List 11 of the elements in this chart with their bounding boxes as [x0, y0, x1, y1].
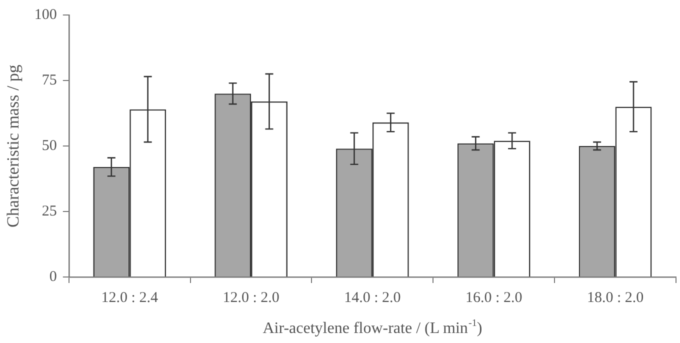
x-tick-label: 16.0 : 2.0	[466, 290, 522, 306]
x-tick-label: 18.0 : 2.0	[586, 290, 644, 306]
y-tick-label: 25	[42, 203, 57, 220]
y-tick-label: 75	[42, 72, 57, 88]
x-tick-label: 14.0 : 2.0	[344, 290, 401, 306]
y-tick-label: 50	[42, 138, 57, 154]
y-tick-label: 100	[34, 6, 57, 23]
y-axis-title: Characteristic mass / pg	[4, 64, 23, 228]
x-tick-label: 12.0 : 2.0	[222, 290, 280, 306]
y-tick-label: 0	[49, 268, 57, 285]
x-tick-label: 12.0 : 2.4	[101, 290, 158, 306]
